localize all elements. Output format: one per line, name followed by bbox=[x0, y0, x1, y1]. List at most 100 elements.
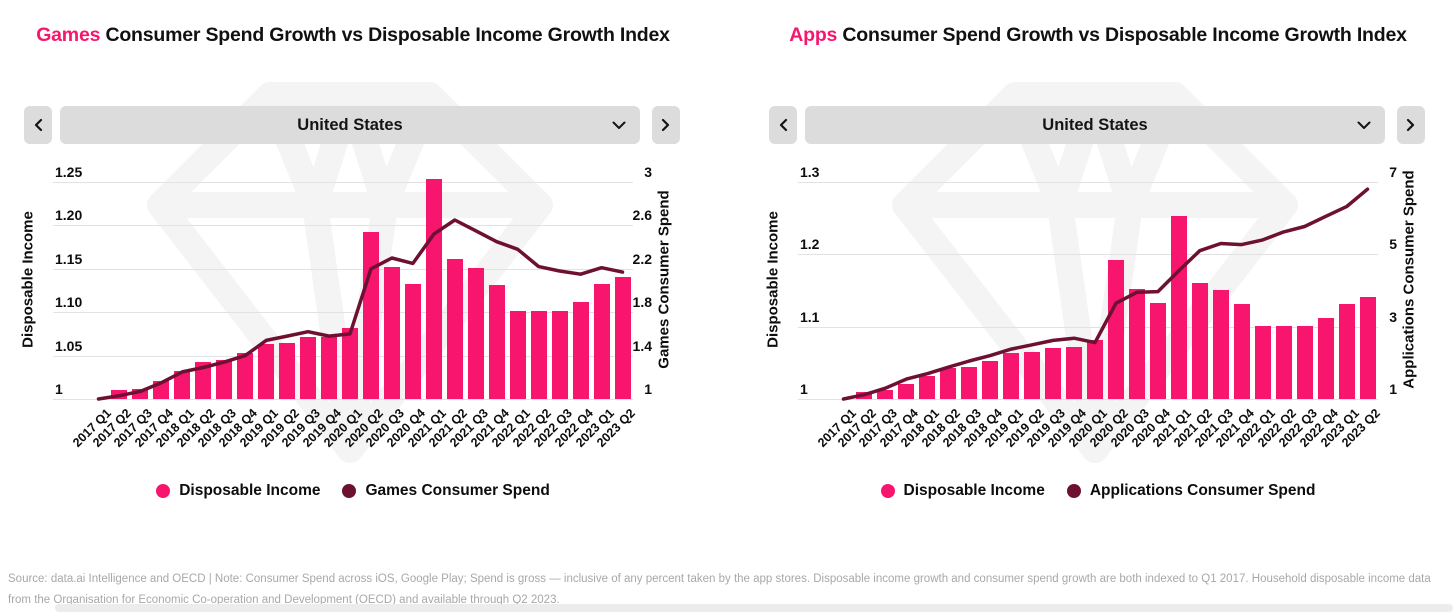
right-axis-title: Games Consumer Spend bbox=[655, 190, 673, 369]
legend-item: Games Consumer Spend bbox=[342, 482, 550, 500]
chart-title-rest: Consumer Spend Growth vs Disposable Inco… bbox=[837, 24, 1407, 46]
y-tick-label-right: 1 bbox=[644, 381, 652, 397]
prev-country-button[interactable] bbox=[24, 106, 52, 144]
legend-label: Disposable Income bbox=[903, 482, 1045, 499]
bar bbox=[1087, 339, 1103, 399]
bar bbox=[982, 360, 999, 399]
gridline bbox=[798, 254, 1378, 256]
y-tick-label-right: 1.4 bbox=[632, 337, 652, 354]
bar bbox=[425, 179, 442, 399]
chevron-left-icon bbox=[34, 118, 43, 132]
y-tick-label-left: 1.2 bbox=[800, 236, 820, 253]
gridline bbox=[53, 399, 633, 400]
bar bbox=[342, 327, 358, 399]
bar bbox=[363, 232, 379, 399]
bar bbox=[174, 371, 191, 399]
chart-plot-area: Disposable Income Games Consumer Spend 1… bbox=[0, 158, 706, 470]
bar bbox=[300, 337, 317, 399]
chart-title-accent: Games bbox=[36, 24, 101, 46]
bar bbox=[1003, 353, 1020, 399]
bar bbox=[1149, 302, 1166, 399]
y-tick-label-right: 2.6 bbox=[632, 207, 652, 224]
bar bbox=[467, 267, 484, 399]
bar bbox=[404, 283, 421, 399]
bar bbox=[279, 342, 296, 399]
bar bbox=[1296, 325, 1313, 399]
y-tick-label-right: 5 bbox=[1389, 236, 1397, 253]
bar bbox=[446, 259, 463, 399]
legend-label: Disposable Income bbox=[179, 482, 321, 499]
bar bbox=[940, 367, 957, 399]
bar bbox=[195, 361, 212, 399]
bar bbox=[1254, 325, 1271, 399]
bar bbox=[1317, 318, 1334, 399]
bar bbox=[856, 391, 873, 399]
y-tick-label-left: 1.15 bbox=[55, 250, 83, 267]
bar bbox=[237, 353, 254, 399]
bar bbox=[1275, 325, 1292, 399]
disposable-income-swatch bbox=[156, 484, 171, 498]
bar bbox=[877, 390, 894, 399]
y-tick-label-left: 1.1 bbox=[800, 308, 820, 325]
bar bbox=[1170, 216, 1187, 399]
bar bbox=[258, 344, 275, 399]
chart-plot-area: Disposable Income Applications Consumer … bbox=[745, 158, 1451, 470]
legend-label: Games Consumer Spend bbox=[365, 482, 550, 499]
bar bbox=[1212, 289, 1229, 399]
legend-item: Disposable Income bbox=[880, 482, 1045, 500]
y-tick-label-right: 3 bbox=[644, 164, 652, 180]
bar bbox=[488, 285, 505, 399]
y-tick-label-left: 1 bbox=[800, 381, 808, 397]
bar bbox=[1191, 282, 1208, 399]
legend-item: Applications Consumer Spend bbox=[1066, 482, 1316, 500]
y-tick-label-left: 1.20 bbox=[55, 207, 83, 224]
y-tick-label-right: 1.8 bbox=[632, 294, 652, 311]
gridline bbox=[53, 268, 633, 270]
legend-item: Disposable Income bbox=[156, 482, 320, 500]
y-tick-label-left: 1.05 bbox=[55, 337, 83, 354]
bar bbox=[1338, 303, 1355, 399]
y-tick-label-right: 3 bbox=[1389, 308, 1397, 325]
next-country-button[interactable] bbox=[1397, 106, 1425, 144]
country-select[interactable]: United States bbox=[60, 106, 640, 144]
left-axis-title: Disposable Income bbox=[764, 211, 782, 348]
y-tick-label-right: 2.2 bbox=[632, 250, 652, 267]
gridline bbox=[798, 182, 1378, 183]
bar bbox=[1108, 260, 1124, 399]
chart-title: Games Consumer Spend Growth vs Disposabl… bbox=[0, 24, 706, 47]
bar bbox=[153, 380, 170, 399]
chevron-down-icon bbox=[612, 121, 626, 129]
bar bbox=[530, 311, 547, 399]
bar bbox=[216, 359, 233, 399]
consumer-spend-swatch bbox=[342, 484, 357, 498]
bar bbox=[898, 383, 915, 399]
legend: Disposable Income Games Consumer Spend bbox=[0, 482, 706, 500]
selected-country-label: United States bbox=[1042, 115, 1148, 134]
bar bbox=[961, 366, 978, 399]
chevron-right-icon bbox=[661, 118, 670, 132]
bar bbox=[1128, 289, 1145, 399]
selected-country-label: United States bbox=[297, 115, 403, 134]
left-axis-title: Disposable Income bbox=[19, 211, 37, 348]
gridline bbox=[798, 399, 1378, 400]
country-selector-row: United States bbox=[745, 106, 1451, 144]
bar bbox=[1024, 352, 1041, 399]
chart-title-accent: Apps bbox=[789, 24, 838, 46]
chart-title-rest: Consumer Spend Growth vs Disposable Inco… bbox=[100, 24, 670, 46]
legend-label: Applications Consumer Spend bbox=[1089, 482, 1316, 499]
games-chart-panel: Games Consumer Spend Growth vs Disposabl… bbox=[0, 0, 706, 560]
country-select[interactable]: United States bbox=[805, 106, 1385, 144]
y-tick-label-right: 7 bbox=[1389, 164, 1397, 180]
legend: Disposable Income Applications Consumer … bbox=[745, 482, 1451, 500]
prev-country-button[interactable] bbox=[769, 106, 797, 144]
chart-title: Apps Consumer Spend Growth vs Disposable… bbox=[745, 24, 1451, 47]
bar bbox=[132, 388, 149, 399]
bar bbox=[111, 390, 128, 399]
chevron-left-icon bbox=[779, 118, 788, 132]
gridline bbox=[53, 182, 633, 183]
y-tick-label-left: 1.10 bbox=[55, 294, 83, 311]
next-country-button[interactable] bbox=[652, 106, 680, 144]
bar bbox=[509, 311, 526, 399]
horizontal-scrollbar[interactable] bbox=[55, 604, 1453, 612]
